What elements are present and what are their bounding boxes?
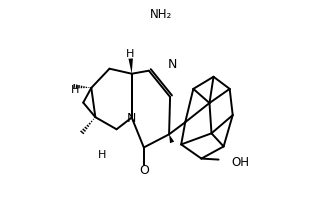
Text: OH: OH <box>232 156 250 169</box>
Text: O: O <box>139 164 149 177</box>
Text: H: H <box>126 48 134 59</box>
Text: N: N <box>167 58 177 71</box>
Polygon shape <box>169 134 174 143</box>
Text: NH₂: NH₂ <box>150 8 172 21</box>
Polygon shape <box>128 58 133 74</box>
Text: H: H <box>98 149 107 160</box>
Text: N: N <box>127 112 137 125</box>
Text: H: H <box>71 85 79 95</box>
